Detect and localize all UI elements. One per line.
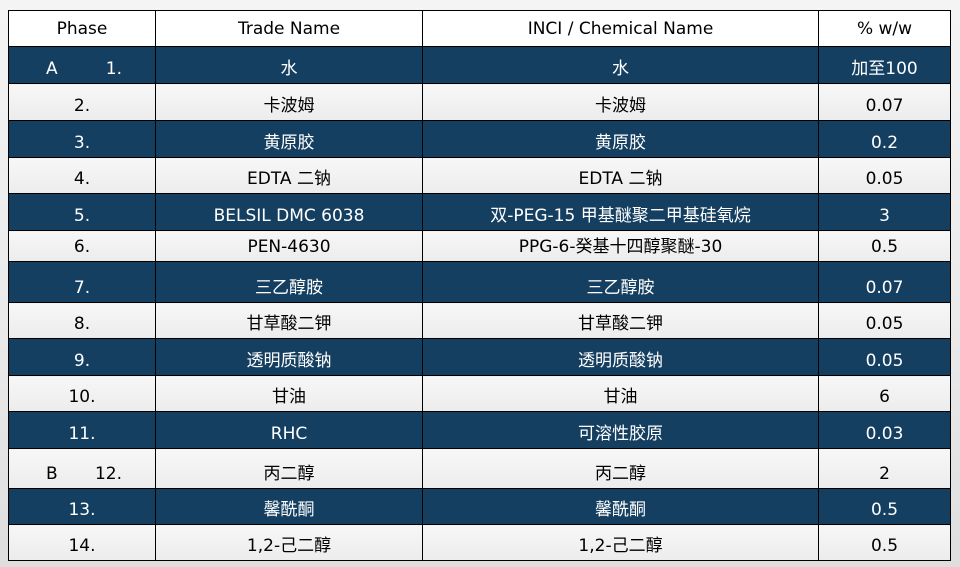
table-row: 3. 黄原胶 黄原胶 0.2 bbox=[8, 120, 951, 158]
percent-cell: 0.05 bbox=[818, 302, 951, 339]
table-row: 14. 1,2-己二醇 1,2-己二醇 0.5 bbox=[8, 524, 951, 561]
phase-letter: A bbox=[46, 59, 58, 79]
percent-cell: 0.5 bbox=[818, 230, 951, 262]
inci-name-cell: 甘草酸二钾 bbox=[422, 302, 819, 339]
row-number: 14. bbox=[68, 536, 96, 556]
table-row: 9. 透明质酸钠 透明质酸钠 0.05 bbox=[8, 338, 951, 376]
trade-name-cell: 丙二醇 bbox=[155, 448, 423, 489]
trade-name-cell: 甘草酸二钾 bbox=[155, 302, 423, 339]
percent-cell: 3 bbox=[818, 193, 951, 231]
inci-name-cell: 透明质酸钠 bbox=[422, 338, 819, 376]
row-number: 5. bbox=[73, 206, 91, 226]
inci-name-cell: 水 bbox=[422, 46, 819, 84]
inci-name-cell: EDTA 二钠 bbox=[422, 157, 819, 194]
percent-cell: 0.2 bbox=[818, 120, 951, 158]
percent-cell: 0.03 bbox=[818, 411, 951, 449]
trade-name-cell: PEN-4630 bbox=[155, 230, 423, 262]
phase-cell: 10. bbox=[8, 375, 156, 412]
phase-cell: 14. bbox=[8, 524, 156, 561]
row-number: 7. bbox=[73, 278, 91, 298]
phase-cell: 8. bbox=[8, 302, 156, 339]
table-row: 11. RHC 可溶性胶原 0.03 bbox=[8, 411, 951, 449]
phase-cell: 13. bbox=[8, 488, 156, 525]
percent-cell: 0.07 bbox=[818, 261, 951, 303]
table-row: A 1. 水 水 加至100 bbox=[8, 46, 951, 84]
table-row: 7. 三乙醇胺 三乙醇胺 0.07 bbox=[8, 261, 951, 303]
phase-cell: 7. bbox=[8, 261, 156, 303]
inci-name-cell: 馨酰酮 bbox=[422, 488, 819, 525]
inci-name-cell: 丙二醇 bbox=[422, 448, 819, 489]
row-number: 3. bbox=[73, 133, 91, 153]
table-row: 2. 卡波姆 卡波姆 0.07 bbox=[8, 83, 951, 121]
header-phase: Phase bbox=[8, 10, 156, 47]
table-row: 6. PEN-4630 PPG-6-癸基十四醇聚醚-30 0.5 bbox=[8, 230, 951, 262]
trade-name-cell: 黄原胶 bbox=[155, 120, 423, 158]
table-row: B 12. 丙二醇 丙二醇 2 bbox=[8, 448, 951, 489]
inci-name-cell: 甘油 bbox=[422, 375, 819, 412]
row-number: 9. bbox=[73, 351, 91, 371]
row-number: 12. bbox=[94, 464, 122, 484]
percent-cell: 0.5 bbox=[818, 524, 951, 561]
trade-name-cell: RHC bbox=[155, 411, 423, 449]
row-number: 10. bbox=[68, 387, 96, 407]
row-number: 2. bbox=[73, 96, 91, 116]
table-row: 5. BELSIL DMC 6038 双-PEG-15 甲基醚聚二甲基硅氧烷 3 bbox=[8, 193, 951, 231]
trade-name-cell: 三乙醇胺 bbox=[155, 261, 423, 303]
percent-cell: 加至100 bbox=[818, 46, 951, 84]
phase-cell: 3. bbox=[8, 120, 156, 158]
percent-cell: 2 bbox=[818, 448, 951, 489]
phase-letter: B bbox=[46, 464, 58, 484]
phase-cell: 11. bbox=[8, 411, 156, 449]
phase-cell: 9. bbox=[8, 338, 156, 376]
trade-name-cell: 水 bbox=[155, 46, 423, 84]
percent-cell: 0.5 bbox=[818, 488, 951, 525]
header-trade-name: Trade Name bbox=[155, 10, 423, 47]
phase-cell: 5. bbox=[8, 193, 156, 231]
trade-name-cell: 馨酰酮 bbox=[155, 488, 423, 525]
inci-name-cell: 双-PEG-15 甲基醚聚二甲基硅氧烷 bbox=[422, 193, 819, 231]
row-number: 1. bbox=[105, 59, 122, 79]
formulation-table: Phase Trade Name INCI / Chemical Name % … bbox=[8, 10, 951, 561]
header-percent: % w/w bbox=[818, 10, 951, 47]
percent-cell: 0.07 bbox=[818, 83, 951, 121]
inci-name-cell: 卡波姆 bbox=[422, 83, 819, 121]
percent-cell: 0.05 bbox=[818, 157, 951, 194]
phase-cell: 2. bbox=[8, 83, 156, 121]
inci-name-cell: PPG-6-癸基十四醇聚醚-30 bbox=[422, 230, 819, 262]
inci-name-cell: 黄原胶 bbox=[422, 120, 819, 158]
inci-name-cell: 三乙醇胺 bbox=[422, 261, 819, 303]
trade-name-cell: 甘油 bbox=[155, 375, 423, 412]
table-row: 4. EDTA 二钠 EDTA 二钠 0.05 bbox=[8, 157, 951, 194]
phase-cell: 4. bbox=[8, 157, 156, 194]
row-number: 13. bbox=[68, 500, 96, 520]
table-row: 10. 甘油 甘油 6 bbox=[8, 375, 951, 412]
row-number: 11. bbox=[68, 424, 96, 444]
phase-cell: A 1. bbox=[8, 46, 156, 84]
row-number: 4. bbox=[73, 169, 91, 189]
phase-cell: B 12. bbox=[8, 448, 156, 489]
trade-name-cell: 卡波姆 bbox=[155, 83, 423, 121]
trade-name-cell: EDTA 二钠 bbox=[155, 157, 423, 194]
inci-name-cell: 1,2-己二醇 bbox=[422, 524, 819, 561]
trade-name-cell: 透明质酸钠 bbox=[155, 338, 423, 376]
percent-cell: 0.05 bbox=[818, 338, 951, 376]
row-number: 6. bbox=[73, 237, 91, 257]
trade-name-cell: BELSIL DMC 6038 bbox=[155, 193, 423, 231]
table-row: 8. 甘草酸二钾 甘草酸二钾 0.05 bbox=[8, 302, 951, 339]
percent-cell: 6 bbox=[818, 375, 951, 412]
inci-name-cell: 可溶性胶原 bbox=[422, 411, 819, 449]
header-row: Phase Trade Name INCI / Chemical Name % … bbox=[8, 10, 951, 47]
row-number: 8. bbox=[73, 314, 91, 334]
trade-name-cell: 1,2-己二醇 bbox=[155, 524, 423, 561]
table-row: 13. 馨酰酮 馨酰酮 0.5 bbox=[8, 488, 951, 525]
header-inci-name: INCI / Chemical Name bbox=[422, 10, 819, 47]
phase-cell: 6. bbox=[8, 230, 156, 262]
